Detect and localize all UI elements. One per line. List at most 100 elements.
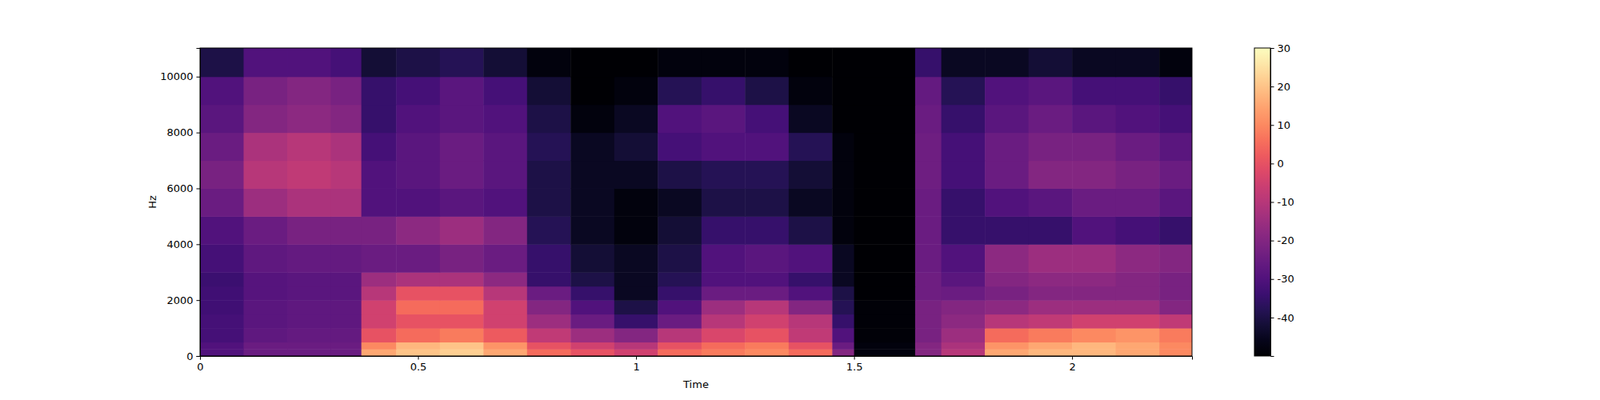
- cell: [440, 188, 484, 216]
- cell: [570, 286, 615, 301]
- cell: [915, 160, 942, 189]
- cell: [1028, 104, 1073, 133]
- cell: [244, 272, 288, 287]
- cell: [854, 348, 916, 356]
- cell: [614, 160, 659, 189]
- cell: [941, 132, 986, 161]
- cell: [1116, 188, 1160, 216]
- cell: [361, 244, 397, 272]
- cell: [657, 104, 702, 133]
- tick-label: 0.5: [410, 360, 428, 373]
- cell: [941, 342, 986, 350]
- cell: [744, 286, 789, 301]
- cell: [1028, 160, 1073, 189]
- cell: [854, 132, 916, 161]
- cell: [941, 216, 986, 244]
- cell: [440, 286, 484, 301]
- cell: [1159, 132, 1192, 161]
- cell: [361, 76, 397, 105]
- cell: [331, 328, 363, 343]
- axis-line: [200, 356, 1193, 360]
- cell: [744, 216, 789, 244]
- cell: [984, 272, 1029, 287]
- cell: [832, 132, 855, 161]
- cell: [287, 188, 332, 216]
- cell: [570, 328, 615, 343]
- cell: [396, 272, 440, 287]
- axis-line: [196, 48, 201, 357]
- cell: [200, 286, 244, 301]
- cell: [984, 188, 1029, 216]
- cell: [1028, 272, 1073, 287]
- cell: [984, 216, 1029, 244]
- cell: [657, 216, 702, 244]
- cell: [1116, 160, 1160, 189]
- cell: [1159, 188, 1192, 216]
- tick-label: -20: [1277, 234, 1295, 247]
- cell: [915, 286, 942, 301]
- cell: [483, 160, 528, 189]
- colorbar: [1254, 48, 1271, 356]
- cell: [915, 328, 942, 343]
- cell: [483, 300, 528, 315]
- cell: [570, 160, 615, 189]
- tick-label: 2000: [166, 294, 193, 307]
- cell: [854, 160, 916, 189]
- cell: [570, 132, 615, 161]
- tick: 1: [632, 356, 640, 373]
- cell: [1072, 348, 1116, 356]
- cell: [440, 342, 484, 350]
- cell: [941, 48, 986, 77]
- cell: [361, 132, 397, 161]
- cell: [614, 216, 659, 244]
- cell: [1028, 216, 1073, 244]
- tick-label: 30: [1277, 42, 1292, 55]
- cell: [1116, 132, 1160, 161]
- cell: [1159, 160, 1192, 189]
- cell: [570, 348, 615, 356]
- cell: [1072, 300, 1116, 315]
- cell: [244, 286, 288, 301]
- cell: [614, 348, 659, 356]
- cell: [483, 342, 528, 350]
- cell: [941, 348, 986, 356]
- cell: [287, 160, 332, 189]
- cell: [832, 244, 855, 272]
- cell: [1028, 188, 1073, 216]
- cell: [1116, 272, 1160, 287]
- cell: [744, 160, 789, 189]
- tick-mark: [196, 300, 201, 301]
- cell: [614, 314, 659, 329]
- cell: [1116, 314, 1160, 329]
- cell: [915, 132, 942, 161]
- cell: [1072, 188, 1116, 216]
- cell: [984, 348, 1029, 356]
- cell: [440, 132, 484, 161]
- cell: [331, 160, 363, 189]
- cell: [361, 342, 397, 350]
- cell: [1116, 216, 1160, 244]
- cell: [788, 216, 833, 244]
- cell: [483, 348, 528, 356]
- cell: [287, 286, 332, 301]
- cell: [396, 76, 440, 105]
- cell: [1159, 314, 1192, 329]
- cell: [287, 272, 332, 287]
- cell: [200, 300, 244, 315]
- cell: [570, 76, 615, 105]
- tick-label: -40: [1277, 312, 1295, 324]
- cell: [701, 286, 746, 301]
- cell: [570, 244, 615, 272]
- cell: [915, 104, 942, 133]
- cell: [396, 342, 440, 350]
- cell: [1159, 348, 1192, 356]
- cell: [1116, 348, 1160, 356]
- cell: [701, 348, 746, 356]
- cell: [984, 328, 1029, 343]
- cell: [915, 314, 942, 329]
- cell: [396, 132, 440, 161]
- cell: [657, 244, 702, 272]
- tick-label: 4000: [166, 238, 193, 251]
- cell: [570, 104, 615, 133]
- cell: [483, 216, 528, 244]
